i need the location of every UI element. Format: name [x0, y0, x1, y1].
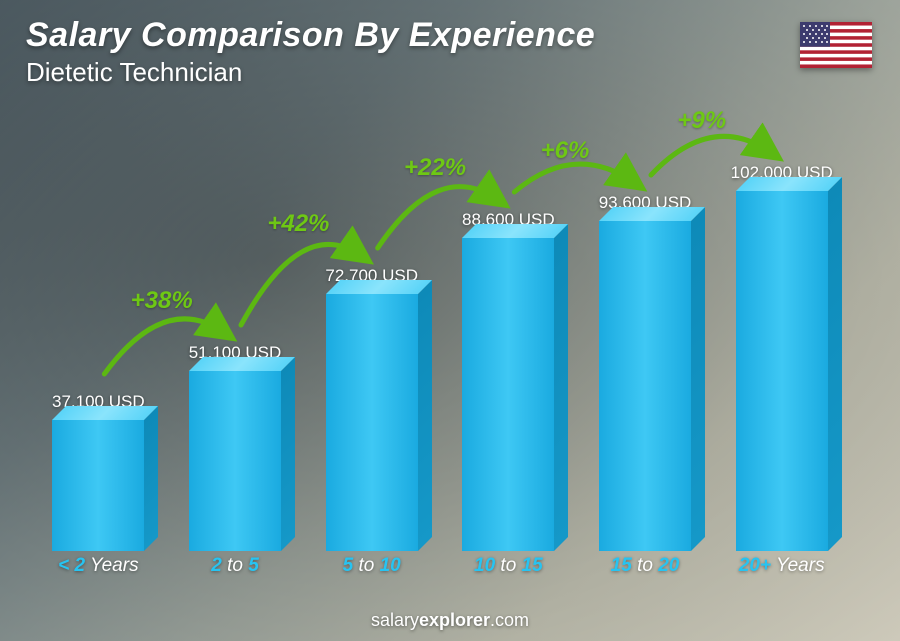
x-axis-label: 20+ Years	[713, 551, 850, 581]
bar-slot: 37,100 USD	[30, 111, 167, 551]
footer-suffix: .com	[490, 610, 529, 630]
bar-chart: 37,100 USD51,100 USD72,700 USD88,600 USD…	[30, 111, 850, 581]
infographic-canvas: Salary Comparison By Experience Dietetic…	[0, 0, 900, 641]
percentage-increase-label: +6%	[541, 137, 590, 165]
page-title: Salary Comparison By Experience	[26, 16, 595, 55]
page-subtitle: Dietetic Technician	[26, 57, 595, 88]
bar-slot: 93,600 USD	[577, 111, 714, 551]
x-axis-label: < 2 Years	[30, 551, 167, 581]
bar-slot: 102,000 USD	[713, 111, 850, 551]
x-axis-labels: < 2 Years2 to 55 to 1010 to 1515 to 2020…	[30, 551, 850, 581]
bar	[462, 238, 554, 551]
bar	[52, 420, 144, 551]
percentage-increase-label: +22%	[404, 154, 466, 182]
bar	[736, 191, 828, 551]
footer-prefix: salary	[371, 610, 419, 630]
percentage-increase-label: +42%	[267, 210, 329, 238]
country-flag-icon	[800, 22, 872, 68]
percentage-increase-label: +38%	[131, 287, 193, 315]
bar	[599, 221, 691, 551]
x-axis-label: 10 to 15	[440, 551, 577, 581]
percentage-increase-label: +9%	[677, 107, 726, 135]
footer-bold: explorer	[419, 610, 490, 630]
bar	[326, 294, 418, 551]
bar-slot: 51,100 USD	[167, 111, 304, 551]
footer-attribution: salaryexplorer.com	[0, 610, 900, 631]
bar	[189, 371, 281, 551]
header: Salary Comparison By Experience Dietetic…	[26, 16, 595, 88]
x-axis-label: 2 to 5	[167, 551, 304, 581]
x-axis-label: 15 to 20	[577, 551, 714, 581]
x-axis-label: 5 to 10	[303, 551, 440, 581]
